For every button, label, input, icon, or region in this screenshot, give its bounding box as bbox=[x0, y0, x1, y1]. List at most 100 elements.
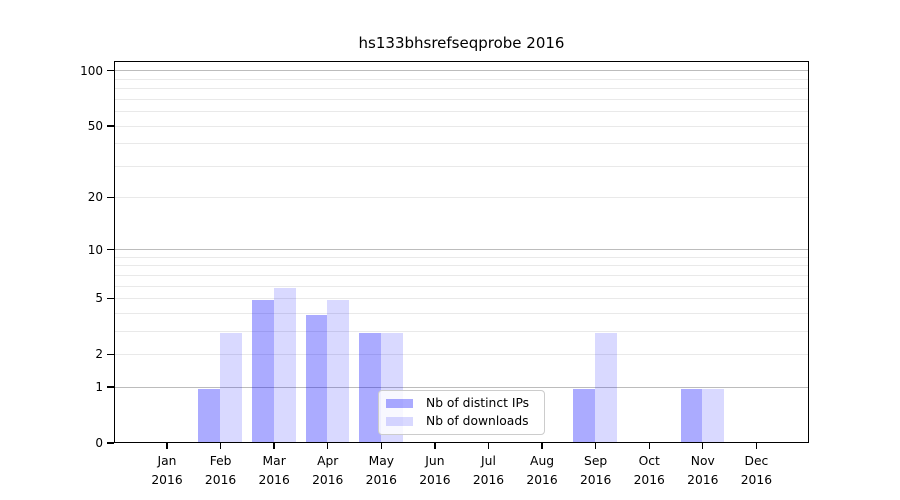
x-tick-sep bbox=[594, 443, 597, 449]
x-tick-label-jul: Jul 2016 bbox=[448, 452, 528, 490]
month-label: Apr bbox=[317, 454, 339, 468]
gridline-8 bbox=[115, 265, 808, 267]
gridline-20 bbox=[115, 197, 808, 199]
y-tick-20 bbox=[107, 196, 114, 199]
year-label: 2016 bbox=[740, 473, 773, 487]
legend-item-distinct-ips: Nb of distinct IPs bbox=[386, 395, 536, 412]
bar-ips-apr bbox=[305, 315, 328, 442]
gridline-3 bbox=[115, 330, 808, 332]
year-label: 2016 bbox=[687, 473, 719, 487]
legend-item-downloads: Nb of downloads bbox=[386, 413, 536, 430]
month-label: Jul bbox=[481, 454, 496, 468]
year-label: 2016 bbox=[151, 473, 183, 487]
bar-ips-may bbox=[359, 333, 381, 442]
x-tick-oct bbox=[648, 443, 650, 449]
x-tick-label-nov: Nov 2016 bbox=[663, 452, 743, 490]
gridline-1 bbox=[115, 386, 808, 388]
y-tick-label-50: 50 bbox=[87, 118, 103, 133]
year-label: 2016 bbox=[258, 473, 290, 487]
gridline-100 bbox=[115, 70, 808, 72]
year-label: 2016 bbox=[312, 473, 344, 487]
x-tick-label-aug: Aug 2016 bbox=[502, 452, 582, 490]
x-tick-label-mar: Mar 2016 bbox=[234, 452, 314, 490]
x-tick-label-apr: Apr 2016 bbox=[288, 452, 368, 490]
year-label: 2016 bbox=[365, 473, 397, 487]
gridline-50 bbox=[115, 125, 808, 127]
x-tick-jun bbox=[434, 443, 436, 449]
y-tick-label-10: 10 bbox=[87, 242, 103, 257]
month-label: Dec bbox=[744, 454, 769, 468]
year-label: 2016 bbox=[633, 473, 665, 487]
bar-downloads-mar bbox=[273, 287, 296, 442]
legend-swatch-downloads bbox=[386, 417, 413, 426]
y-tick-5 bbox=[107, 297, 114, 300]
y-tick-label-1: 1 bbox=[95, 380, 103, 395]
gridline-10 bbox=[115, 249, 808, 251]
y-tick-0 bbox=[107, 442, 114, 444]
y-tick-10 bbox=[107, 248, 114, 251]
bar-downloads-sep bbox=[595, 333, 618, 442]
year-label: 2016 bbox=[204, 473, 237, 487]
legend-label-downloads: Nb of downloads bbox=[426, 414, 529, 428]
gridline-7 bbox=[115, 274, 808, 276]
gridline-80 bbox=[115, 88, 808, 90]
y-tick-label-2: 2 bbox=[95, 347, 103, 362]
bar-ips-mar bbox=[251, 300, 274, 442]
month-label: Aug bbox=[530, 454, 555, 468]
x-tick-dec bbox=[755, 443, 758, 449]
x-tick-nov bbox=[702, 443, 704, 449]
y-tick-label-5: 5 bbox=[95, 291, 103, 306]
month-label: Mar bbox=[262, 454, 286, 468]
x-tick-label-may: May 2016 bbox=[341, 452, 421, 490]
month-label: May bbox=[368, 454, 395, 468]
y-tick-1 bbox=[107, 386, 114, 388]
x-tick-apr bbox=[327, 443, 329, 449]
x-tick-label-jun: Jun 2016 bbox=[395, 452, 475, 490]
legend-label-distinct-ips: Nb of distinct IPs bbox=[426, 396, 530, 410]
gridline-6 bbox=[115, 285, 808, 287]
gridline-4 bbox=[115, 312, 808, 314]
bar-ips-feb bbox=[198, 388, 221, 442]
x-tick-feb bbox=[219, 443, 222, 449]
year-label: 2016 bbox=[472, 473, 505, 487]
x-tick-label-dec: Dec 2016 bbox=[716, 452, 796, 490]
bar-downloads-apr bbox=[327, 300, 350, 442]
x-tick-aug bbox=[541, 443, 543, 449]
month-label: Oct bbox=[638, 454, 660, 468]
year-label: 2016 bbox=[526, 473, 558, 487]
chart-title: hs133bhsrefseqprobe 2016 bbox=[358, 34, 565, 52]
bar-ips-sep bbox=[573, 388, 596, 442]
x-tick-label-oct: Oct 2016 bbox=[609, 452, 689, 490]
month-label: Sep bbox=[584, 454, 608, 468]
bar-downloads-nov bbox=[702, 388, 725, 442]
y-tick-50 bbox=[107, 125, 114, 127]
x-tick-jan bbox=[166, 443, 168, 449]
bar-downloads-feb bbox=[220, 333, 242, 442]
gridline-9 bbox=[115, 256, 808, 258]
x-tick-mar bbox=[273, 443, 275, 449]
x-tick-label-feb: Feb 2016 bbox=[181, 452, 261, 490]
legend: Nb of distinct IPs Nb of downloads bbox=[378, 390, 545, 435]
x-tick-jul bbox=[487, 443, 490, 449]
gridline-30 bbox=[115, 165, 808, 167]
y-tick-2 bbox=[107, 353, 114, 356]
month-label: Jun bbox=[425, 454, 445, 468]
x-tick-label-sep: Sep 2016 bbox=[556, 452, 636, 490]
gridline-40 bbox=[115, 143, 808, 145]
gridline-70 bbox=[115, 98, 808, 100]
year-label: 2016 bbox=[419, 473, 451, 487]
month-label: Feb bbox=[209, 454, 232, 468]
legend-swatch-distinct-ips bbox=[386, 399, 413, 408]
gridline-2 bbox=[115, 353, 808, 355]
month-label: Jan bbox=[157, 454, 177, 468]
x-tick-label-jan: Jan 2016 bbox=[127, 452, 207, 490]
y-tick-100 bbox=[107, 70, 114, 72]
year-label: 2016 bbox=[579, 473, 612, 487]
y-tick-label-0: 0 bbox=[95, 436, 103, 450]
bar-ips-nov bbox=[680, 388, 703, 442]
gridline-5 bbox=[115, 298, 808, 300]
plot-area: Nb of distinct IPs Nb of downloads bbox=[114, 61, 809, 443]
gridline-90 bbox=[115, 78, 808, 80]
x-tick-may bbox=[380, 443, 382, 449]
